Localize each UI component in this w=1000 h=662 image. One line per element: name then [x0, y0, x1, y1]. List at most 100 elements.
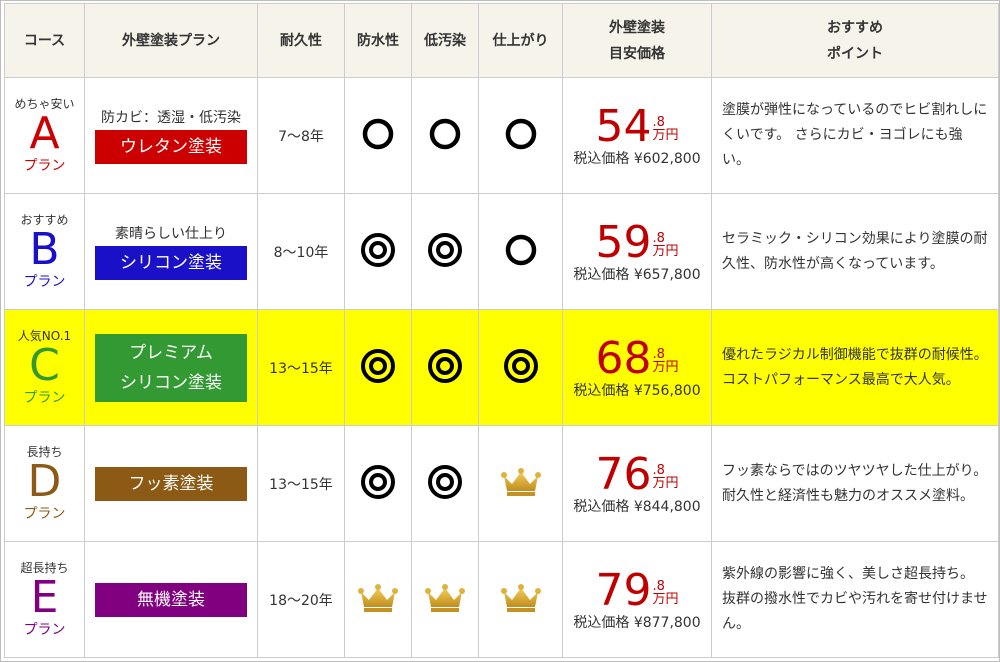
- course-plan-label: プラン: [23, 389, 66, 406]
- price-cell: 54.8 万円 税込価格 ¥602,800: [562, 77, 712, 194]
- mark-cell: [411, 77, 479, 194]
- header-waterproof: 防水性: [344, 3, 412, 78]
- header-price-line1: 外壁塗装: [609, 19, 665, 36]
- crown-icon: [357, 582, 399, 618]
- recommend-point: 優れたラジカル制御機能で抜群の耐候性。 コストパフォーマンス最高で大人気。: [711, 309, 999, 426]
- header-durability: 耐久性: [257, 3, 345, 78]
- durability-years: 18〜20年: [257, 541, 345, 658]
- course-cell: 超長持ち E プラン: [4, 541, 85, 658]
- price-unit: 万円: [652, 475, 679, 491]
- mark-cell: [344, 425, 412, 542]
- recommend-point: フッ素ならではのツヤツヤした仕上がり。 耐久性と経済性も魅力のオススメ塗料。: [711, 425, 999, 542]
- price-main: 59: [595, 216, 652, 268]
- price-decimal: .8: [652, 462, 665, 478]
- course-letter: B: [29, 223, 60, 275]
- header-low-stain: 低汚染: [411, 3, 479, 78]
- recommend-point: セラミック・シリコン効果により塗膜の耐久性、防水性が高くなっています。: [711, 193, 999, 310]
- circle-mark-icon: [504, 233, 538, 271]
- course-plan-label: プラン: [23, 621, 66, 638]
- crown-icon: [424, 582, 466, 618]
- course-tag: 超長持ち: [20, 560, 69, 575]
- plan-note: 防カビ：透湿・低汚染: [101, 110, 241, 126]
- course-tag: 長持ち: [26, 444, 63, 459]
- plan-row-e: 超長持ち E プラン 無機塗装 18〜20年 79.8 万円 税込価格 ¥877,800 紫外線…: [4, 541, 999, 658]
- circle-mark-icon: [361, 117, 395, 155]
- durability-years: 13〜15年: [257, 309, 345, 426]
- price-cell: 76.8 万円 税込価格 ¥844,800: [562, 425, 712, 542]
- course-tag: めちゃ安い: [14, 96, 75, 111]
- circle-mark-icon: [428, 117, 462, 155]
- crown-icon: [500, 466, 542, 502]
- price-unit: 万円: [652, 591, 679, 607]
- price-display: 79.8 万円: [595, 564, 679, 616]
- price-decimal: .8: [652, 578, 665, 594]
- price-display: 76.8 万円: [595, 448, 679, 500]
- crown-icon: [500, 582, 542, 618]
- header-price: 外壁塗装 目安価格: [562, 3, 712, 78]
- plan-name-box: シリコン塗装: [95, 246, 247, 280]
- double-circle-mark-icon: [360, 464, 396, 504]
- price-main: 79: [595, 564, 652, 616]
- header-price-line2: 目安価格: [609, 45, 665, 62]
- course-plan-label: プラン: [23, 505, 66, 522]
- plan-cell: 無機塗装: [84, 541, 258, 658]
- tax-label: 税込価格: [573, 382, 630, 399]
- course-letter: E: [30, 571, 59, 623]
- plan-note: 素晴らしい仕上り: [115, 226, 227, 242]
- plan-row-d: 長持ち D プラン フッ素塗装 13〜15年 76.8 万円 税込価格 ¥844,800 フッ素…: [4, 425, 999, 542]
- plan-name-box: 無機塗装: [95, 582, 247, 617]
- plan-cell: プレミアム シリコン塗装: [84, 309, 258, 426]
- price-display: 68.8 万円: [595, 332, 678, 384]
- course-tag: おすすめ: [20, 212, 69, 227]
- tax-included-price: 税込価格 ¥602,800: [563, 152, 711, 166]
- header-point-line1: おすすめ: [827, 19, 883, 36]
- course-cell: 長持ち D プラン: [4, 425, 85, 542]
- price-main: 68: [595, 332, 652, 384]
- double-circle-mark-icon: [503, 348, 539, 388]
- plan-cell: フッ素塗装: [84, 425, 258, 542]
- price-unit: 万円: [652, 127, 679, 143]
- tax-price: ¥756,800: [633, 382, 701, 399]
- mark-cell: [478, 309, 563, 426]
- tax-price: ¥877,800: [633, 614, 701, 631]
- tax-label: 税込価格: [573, 614, 630, 631]
- plan-name-line1: プレミアム: [129, 342, 213, 363]
- mark-cell: [478, 541, 563, 658]
- plan-cell: 素晴らしい仕上りシリコン塗装: [84, 193, 258, 310]
- course-cell: おすすめ B プラン: [4, 193, 85, 310]
- plan-name-box: フッ素塗装: [95, 466, 247, 501]
- price-cell: 68.8 万円 税込価格 ¥756,800: [562, 309, 712, 426]
- course-plan-label: プラン: [23, 157, 66, 174]
- durability-years: 8〜10年: [257, 193, 345, 310]
- header-point: おすすめ ポイント: [711, 3, 999, 78]
- double-circle-mark-icon: [427, 464, 463, 504]
- plan-cell: 防カビ：透湿・低汚染ウレタン塗装: [84, 77, 258, 194]
- course-cell: めちゃ安い A プラン: [4, 77, 85, 194]
- circle-mark-icon: [504, 117, 538, 155]
- durability-years: 7〜8年: [257, 77, 345, 194]
- price-unit: 万円: [652, 243, 679, 259]
- mark-cell: [344, 309, 412, 426]
- tax-included-price: 税込価格 ¥844,800: [563, 500, 711, 514]
- course-letter: D: [27, 455, 62, 507]
- header-course: コース: [4, 3, 85, 78]
- price-decimal: .8: [652, 346, 665, 362]
- plan-name-box: ウレタン塗装: [95, 130, 247, 164]
- double-circle-mark-icon: [360, 348, 396, 388]
- tax-included-price: 税込価格 ¥657,800: [563, 268, 711, 282]
- plan-row-c: 人気NO.1 C プラン プレミアム シリコン塗装 13〜15年 68.8 万円 税込価格 ¥7…: [4, 309, 999, 426]
- header-row: コース 外壁塗装プラン 耐久性 防水性 低汚染 仕上がり 外壁塗装 目安価格 お…: [4, 3, 999, 78]
- double-circle-mark-icon: [360, 232, 396, 272]
- plan-row-b: おすすめ B プラン 素晴らしい仕上り シリコン塗装 8〜10年 59.8 万円 税込価格 ¥6…: [4, 193, 999, 310]
- mark-cell: [411, 193, 479, 310]
- recommend-point: 紫外線の影響に強く、美しさ超長持ち。 抜群の撥水性でカビや汚れを寄せ付けません。: [711, 541, 999, 658]
- mark-cell: [411, 425, 479, 542]
- header-finish: 仕上がり: [478, 3, 563, 78]
- plan-row-a: めちゃ安い A プラン 防カビ：透湿・低汚染 ウレタン塗装 7〜8年 54.8 万円 税込価格 …: [4, 77, 999, 194]
- course-letter: A: [29, 107, 60, 159]
- tax-label: 税込価格: [573, 498, 630, 515]
- price-main: 76: [595, 448, 652, 500]
- course-tag: 人気NO.1: [17, 328, 72, 343]
- header-plan: 外壁塗装プラン: [84, 3, 258, 78]
